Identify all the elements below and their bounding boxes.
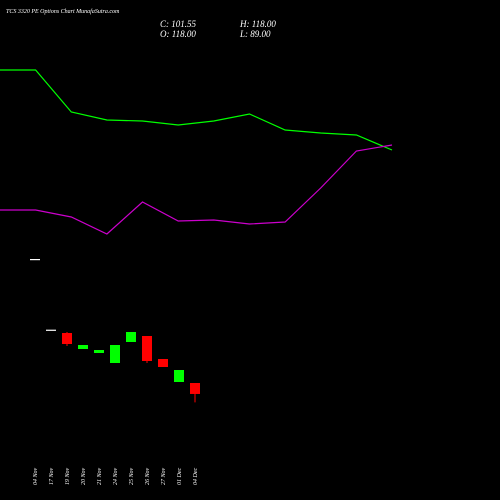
x-tick-label: 25 Nov	[129, 467, 135, 485]
x-tick-label: 01 Dec	[177, 468, 183, 485]
candle-body	[30, 259, 40, 261]
candle-body	[142, 336, 152, 361]
x-tick-label: 19 Nov	[65, 467, 71, 485]
x-tick-label: 21 Nov	[97, 467, 103, 485]
candle-body	[94, 350, 104, 353]
x-tick-label: 04 Nov	[32, 467, 39, 485]
candle-body	[62, 333, 72, 344]
candle-body	[190, 383, 200, 394]
x-tick-label: 17 Nov	[49, 467, 55, 485]
ohlc-label: L: 89.00	[239, 29, 271, 39]
indicator-line	[0, 69, 393, 151]
ohlc-label: O: 118.00	[160, 29, 196, 39]
x-tick-label: 26 Nov	[145, 467, 151, 485]
candle-body	[174, 370, 184, 382]
ohlc-label: C: 101.55	[160, 19, 197, 29]
candle-body	[46, 329, 56, 331]
candle-body	[126, 332, 136, 342]
x-tick-label: 24 Nov	[112, 467, 119, 485]
x-tick-label: 27 Nov	[161, 467, 167, 485]
chart-title: TCS 3320 PE Options Chart MunafaSutra.co…	[6, 8, 120, 15]
candle-body	[158, 359, 168, 367]
x-tick-label: 20 Nov	[81, 467, 87, 485]
candle-body	[110, 345, 120, 363]
candle-body	[78, 345, 88, 349]
x-tick-label: 04 Dec	[192, 468, 199, 485]
ohlc-label: H: 118.00	[239, 19, 276, 29]
indicator-line	[0, 144, 393, 235]
